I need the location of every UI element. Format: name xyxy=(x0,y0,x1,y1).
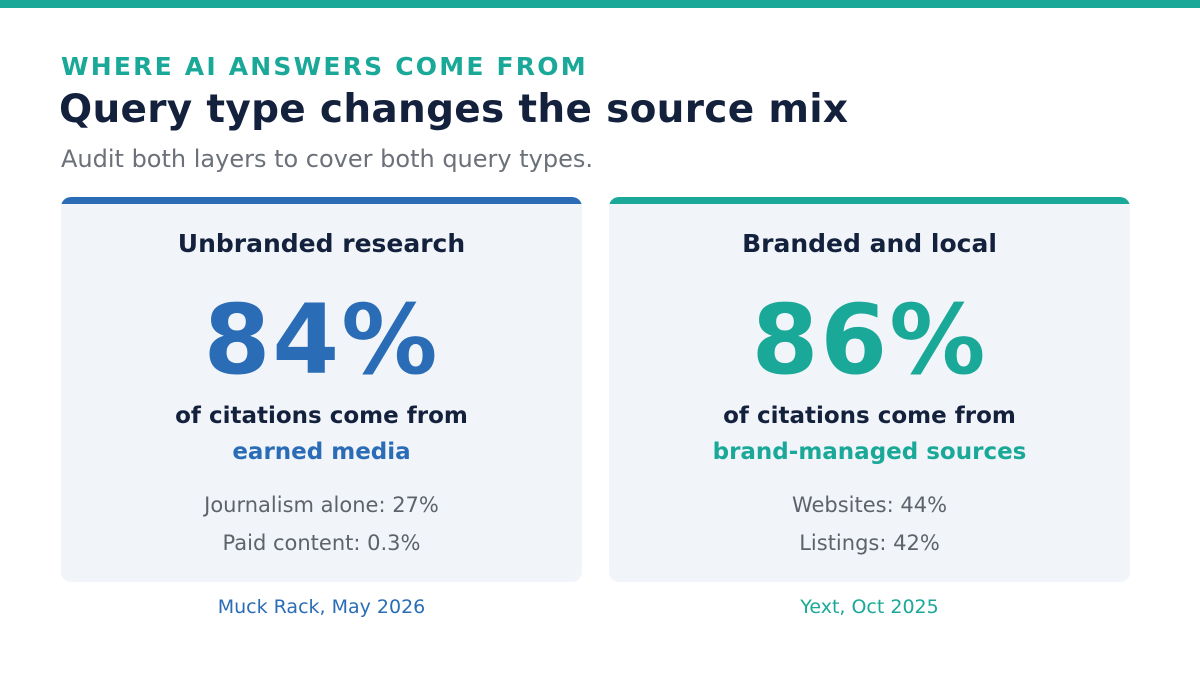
source-citation-muck-rack: Muck Rack, May 2026 xyxy=(217,596,426,618)
card-lead-text: of citations come from xyxy=(175,403,468,429)
card-stat-value: 84% xyxy=(203,284,440,396)
card-heading: Branded and local xyxy=(742,229,997,258)
card-highlight-text: brand-managed sources xyxy=(712,439,1027,465)
page-title: Query type changes the source mix xyxy=(59,87,849,132)
card-accent-bar xyxy=(61,197,582,204)
card-detail-line: Journalism alone: 27% xyxy=(204,493,439,517)
source-citation-yext: Yext, Oct 2025 xyxy=(800,596,939,618)
card-detail-line: Listings: 42% xyxy=(799,531,940,555)
card-detail-line: Websites: 44% xyxy=(791,493,948,517)
eyebrow-label: WHERE AI ANSWERS COME FROM xyxy=(61,52,588,81)
card-lead-text: of citations come from xyxy=(723,403,1016,429)
card-stat-value: 86% xyxy=(751,284,988,396)
card-unbranded-research: Unbranded research 84% of citations come… xyxy=(61,197,582,582)
card-detail-line: Paid content: 0.3% xyxy=(222,531,421,555)
card-branded-and-local: Branded and local 86% of citations come … xyxy=(609,197,1130,582)
top-accent-bar xyxy=(0,0,1200,8)
card-accent-bar xyxy=(609,197,1130,204)
card-highlight-text: earned media xyxy=(232,439,411,465)
card-heading: Unbranded research xyxy=(177,229,466,258)
page-subtitle: Audit both layers to cover both query ty… xyxy=(61,145,593,173)
